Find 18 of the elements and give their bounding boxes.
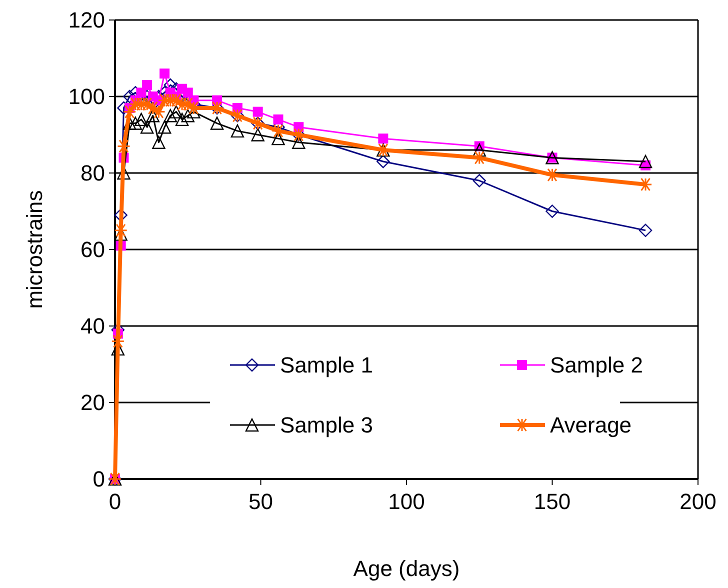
y-tick-label: 20 [80, 390, 105, 416]
y-tick-label: 80 [80, 160, 105, 186]
x-axis-title: Age (days) [353, 556, 460, 581]
legend-label: Sample 3 [280, 412, 373, 438]
y-tick-label: 120 [68, 8, 105, 33]
x-tick-label: 100 [388, 489, 425, 514]
y-tick-label: 60 [80, 237, 105, 262]
y-tick-label: 100 [68, 84, 105, 110]
legend-label: Average [550, 412, 632, 438]
x-tick-label: 200 [680, 489, 716, 514]
x-tick-label: 50 [248, 489, 273, 514]
legend-label: Sample 1 [280, 352, 373, 378]
y-axis-title: microstrains [22, 190, 47, 309]
x-tick-label: 150 [534, 489, 571, 514]
legend-label: Sample 2 [550, 352, 643, 378]
y-tick-label: 40 [80, 314, 105, 339]
y-tick-label: 0 [92, 466, 105, 492]
x-tick-label: 0 [108, 489, 122, 514]
